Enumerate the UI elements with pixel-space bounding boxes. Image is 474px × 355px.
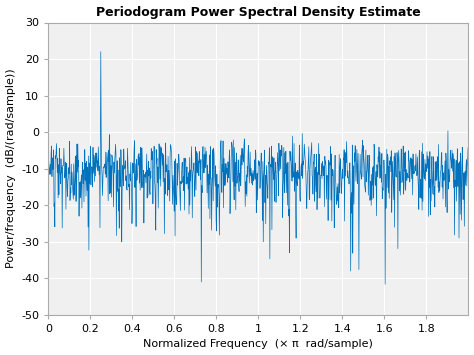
Y-axis label: Power/frequency  (dB/(rad/sample)): Power/frequency (dB/(rad/sample)) <box>6 69 16 268</box>
X-axis label: Normalized Frequency  (× π  rad/sample): Normalized Frequency (× π rad/sample) <box>144 339 374 349</box>
Title: Periodogram Power Spectral Density Estimate: Periodogram Power Spectral Density Estim… <box>96 6 421 18</box>
